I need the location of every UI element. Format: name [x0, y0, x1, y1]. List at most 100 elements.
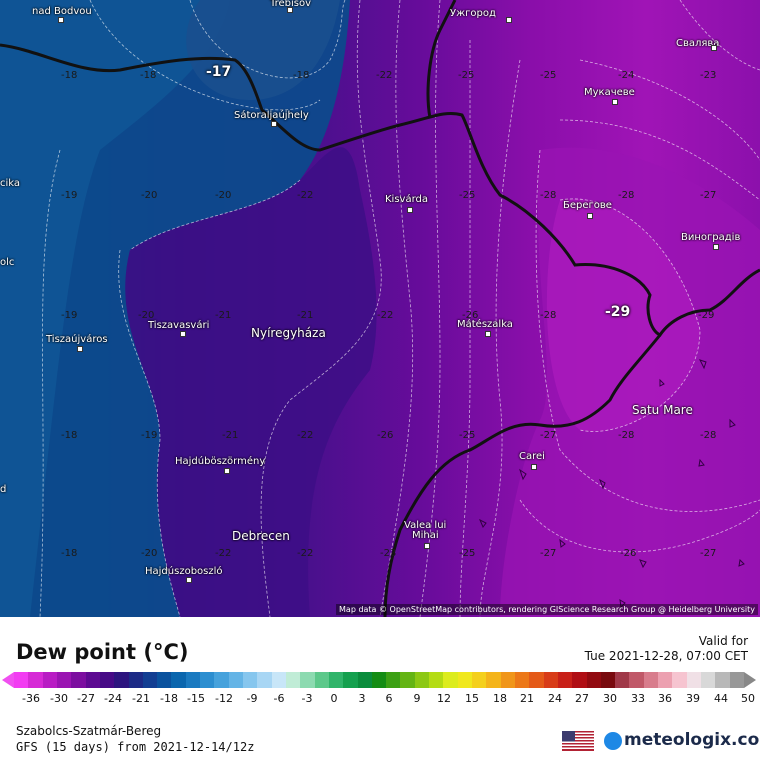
- dewpoint-value: -22: [297, 430, 314, 441]
- colorbar-tick-label: 27: [575, 692, 589, 705]
- colorbar-swatch: [99, 672, 115, 688]
- dewpoint-value: -20: [138, 310, 155, 321]
- colorbar-swatch: [14, 672, 29, 688]
- dewpoint-value: -26: [377, 430, 394, 441]
- dewpoint-value: -23: [700, 70, 717, 81]
- colorbar-tick-label: -21: [132, 692, 150, 705]
- colorbar-swatch: [185, 672, 201, 688]
- dewpoint-value: -20: [215, 190, 232, 201]
- dewpoint-value: -25: [459, 548, 476, 559]
- city-label: Mátészalka: [457, 319, 513, 330]
- dewpoint-value: -18: [61, 430, 78, 441]
- dewpoint-value: -28: [700, 430, 717, 441]
- colorbar-tick-label: 44: [714, 692, 728, 705]
- colorbar-swatch: [729, 672, 744, 688]
- city-marker-icon: [180, 331, 186, 337]
- dewpoint-value: -18: [140, 70, 157, 81]
- city-marker-icon: [711, 45, 717, 51]
- colorbar-tick-label: -24: [104, 692, 122, 705]
- dewpoint-value: -29: [605, 304, 631, 320]
- dewpoint-value: -28: [540, 310, 557, 321]
- colorbar-swatch: [386, 672, 401, 688]
- valid-label: Valid for: [698, 634, 748, 648]
- dewpoint-value: -28: [618, 190, 635, 201]
- city-label: Ужгород: [450, 8, 496, 19]
- city-label: cika: [0, 178, 21, 189]
- city-label: Свалява: [676, 38, 720, 49]
- colorbar-swatch: [600, 672, 616, 688]
- dewpoint-value: -28: [618, 430, 635, 441]
- colorbar-swatch: [414, 672, 430, 688]
- dewpoint-value: -20: [141, 190, 158, 201]
- city-label: d: [0, 484, 7, 495]
- model-run: GFS (15 days) from 2021-12-14/12z: [16, 740, 255, 754]
- colorbar-swatch: [643, 672, 659, 688]
- dewpoint-value: -17: [206, 64, 232, 80]
- dewpoint-value: -25: [459, 190, 476, 201]
- colorbar-tick-label: -15: [187, 692, 205, 705]
- colorbar-swatch: [543, 672, 558, 688]
- city-marker-icon: [77, 346, 83, 352]
- colorbar-tick-label: -18: [160, 692, 178, 705]
- colorbar-tick-label: -12: [215, 692, 233, 705]
- dewpoint-value: -29: [698, 310, 715, 321]
- colorbar-swatch: [658, 672, 673, 688]
- colorbar-swatch: [672, 672, 687, 688]
- colorbar-swatch: [586, 672, 601, 688]
- city-marker-icon: [485, 331, 491, 337]
- dewpoint-value: -28: [540, 190, 557, 201]
- colorbar-swatch: [486, 672, 501, 688]
- colorbar-swatch: [228, 672, 243, 688]
- city-label: Виноградів: [681, 232, 741, 243]
- city-label: Valea lui: [404, 520, 447, 531]
- city-label: nad Bodvou: [32, 6, 92, 17]
- colorbar-tick-label: -27: [77, 692, 95, 705]
- colorbar-swatch: [557, 672, 573, 688]
- colorbar-tick-label: 15: [465, 692, 479, 705]
- dewpoint-value: -27: [700, 190, 717, 201]
- us-flag-icon[interactable]: [562, 731, 594, 751]
- city-marker-icon: [271, 121, 277, 127]
- valid-time: Tue 2021-12-28, 07:00 CET: [584, 649, 748, 663]
- region-name: Szabolcs-Szatmár-Bereg: [16, 724, 162, 738]
- colorbar-swatch: [514, 672, 530, 688]
- brand-name[interactable]: meteologix.com: [624, 730, 760, 750]
- dewpoint-value: -19: [61, 190, 78, 201]
- colorbar-swatch: [243, 672, 258, 688]
- colorbar-swatch: [114, 672, 129, 688]
- colorbar-swatch: [429, 672, 444, 688]
- colorbar-swatch: [56, 672, 72, 688]
- colorbar-swatch: [157, 672, 172, 688]
- dewpoint-value: -21: [222, 430, 239, 441]
- weather-map[interactable]: Trebišov nad Bodvou Ужгород Свалява Мукачеве…: [0, 0, 760, 617]
- colorbar-tick-label: 6: [385, 692, 393, 705]
- colorbar-swatch: [529, 672, 544, 688]
- colorbar-tick-label: 24: [548, 692, 562, 705]
- colorbar-swatch: [214, 672, 229, 688]
- colorbar-swatch: [400, 672, 415, 688]
- dewpoint-value: -21: [215, 310, 232, 321]
- dewpoint-value: -26: [620, 548, 637, 559]
- colorbar-tick-label: -30: [50, 692, 68, 705]
- city-label: Мукачеве: [584, 87, 635, 98]
- colorbar-swatch: [28, 672, 43, 688]
- city-marker-icon: [506, 17, 512, 23]
- colorbar-swatch: [715, 672, 730, 688]
- map-attribution: Map data © OpenStreetMap contributors, r…: [336, 604, 758, 615]
- colorbar-tick-label: -6: [273, 692, 285, 705]
- dewpoint-value: -27: [540, 430, 557, 441]
- colorbar-low-arrow-icon: [2, 672, 14, 688]
- dewpoint-value: -22: [376, 70, 393, 81]
- colorbar-tick-label: 33: [631, 692, 645, 705]
- colorbar-swatch: [300, 672, 315, 688]
- colorbar-swatch: [572, 672, 587, 688]
- colorbar-tick-label: 21: [520, 692, 534, 705]
- city-label: Kisvárda: [385, 194, 429, 205]
- colorbar-tick-label: 9: [413, 692, 421, 705]
- colorbar-swatch: [314, 672, 329, 688]
- colorbar-swatch: [128, 672, 143, 688]
- dewpoint-value: -22: [297, 190, 314, 201]
- dewpoint-value: -23: [380, 548, 397, 559]
- colorbar-tick-label: 39: [686, 692, 700, 705]
- city-label: Debrecen: [232, 529, 290, 543]
